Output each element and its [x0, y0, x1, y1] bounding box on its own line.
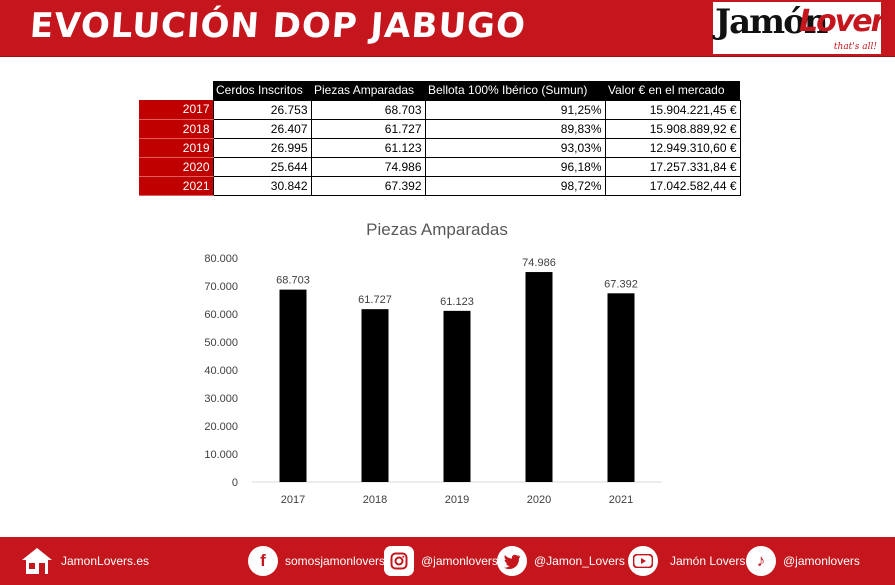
bar	[525, 272, 553, 482]
piezas-cell: 67.392	[310, 175, 426, 196]
footer-website-link[interactable]: JamonLovers.es	[20, 544, 149, 578]
footer-youtube-label: Jamón Lovers	[670, 554, 746, 568]
footer-twitter-label: @Jamon_Lovers	[534, 554, 625, 568]
bellota-cell: 96,18%	[424, 156, 606, 177]
valor-cell: 17.042.582,44 €	[604, 175, 741, 196]
table-row: 2021 30.842 67.392 98,72% 17.042.582,44 …	[139, 175, 741, 196]
footer-tiktok-link[interactable]: ♪ @jamonlovers	[746, 544, 860, 578]
tiktok-icon: ♪	[746, 546, 776, 576]
table-row: 2017 26.753 68.703 91,25% 15.904.221,45 …	[139, 99, 741, 120]
bar	[361, 309, 389, 482]
footer-youtube-link[interactable]: Jamón Lovers	[628, 544, 745, 578]
piezas-cell: 68.703	[310, 99, 426, 120]
cerdos-cell: 26.407	[212, 118, 312, 139]
logo-accent-text: Lovers	[799, 4, 895, 39]
data-table: Cerdos Inscritos Piezas Amparadas Bellot…	[139, 81, 741, 196]
valor-cell: 17.257.331,84 €	[604, 156, 741, 177]
footer-bar: JamonLovers.es f somosjamonlovers @jamon…	[0, 537, 895, 585]
bellota-cell: 91,25%	[424, 99, 606, 120]
valor-cell: 15.908.889,92 €	[604, 118, 741, 139]
x-tick-label: 2018	[363, 494, 387, 506]
y-tick-label: 60.000	[204, 309, 238, 321]
column-header: Bellota 100% Ibérico (Sumun)	[425, 81, 605, 100]
year-cell: 2018	[139, 119, 213, 139]
column-header: Valor € en el mercado	[605, 81, 740, 100]
piezas-cell: 74.986	[310, 156, 426, 177]
column-header: Piezas Amparadas	[311, 81, 425, 100]
valor-cell: 12.949.310,60 €	[604, 137, 741, 158]
bar	[279, 289, 307, 482]
column-header: Cerdos Inscritos	[213, 81, 311, 100]
twitter-icon	[497, 546, 527, 576]
piezas-cell: 61.123	[310, 137, 426, 158]
year-cell: 2017	[139, 100, 213, 120]
year-cell: 2020	[139, 157, 213, 177]
cerdos-cell: 26.753	[212, 99, 312, 120]
footer-instagram-link[interactable]: @jamonlovers	[384, 544, 498, 578]
header-banner: EVOLUCIÓN DOP JABUGO Jamón Lovers that's…	[0, 0, 895, 57]
footer-facebook-label: somosjamonlovers	[285, 554, 386, 568]
bar	[607, 293, 635, 482]
footer-twitter-link[interactable]: @Jamon_Lovers	[497, 544, 625, 578]
y-tick-label: 20.000	[204, 421, 238, 433]
y-tick-label: 30.000	[204, 393, 238, 405]
chart-svg: Piezas Amparadas 0 10.000 20.000 30.000 40.0…	[204, 220, 662, 506]
footer-instagram-label: @jamonlovers	[421, 554, 498, 568]
facebook-icon: f	[248, 546, 278, 576]
x-tick-label: 2019	[445, 494, 469, 506]
jamonlovers-logo[interactable]: Jamón Lovers that's all!	[713, 2, 895, 54]
footer-facebook-link[interactable]: f somosjamonlovers	[248, 544, 385, 578]
footer-website-label: JamonLovers.es	[61, 554, 150, 568]
table-row: 2018 26.407 61.727 89,83% 15.908.889,92 …	[139, 118, 741, 139]
y-tick-label: 10.000	[204, 449, 238, 461]
y-tick-label: 0	[232, 477, 238, 489]
bar-data-label: 74.986	[522, 257, 556, 269]
y-tick-label: 40.000	[204, 365, 238, 377]
y-tick-label: 50.000	[204, 337, 238, 349]
youtube-icon	[628, 546, 658, 576]
x-tick-label: 2020	[527, 494, 551, 506]
footer-tiktok-label: @jamonlovers	[783, 554, 860, 568]
logo-tagline: that's all!	[833, 42, 877, 52]
table-row: 2019 26.995 61.123 93,03% 12.949.310,60 …	[139, 137, 741, 158]
bar-data-label: 68.703	[276, 275, 310, 287]
bellota-cell: 89,83%	[424, 118, 606, 139]
year-cell: 2019	[139, 138, 213, 158]
cerdos-cell: 25.644	[212, 156, 312, 177]
chart-title: Piezas Amparadas	[366, 220, 508, 239]
table-header-blank	[139, 81, 213, 100]
bar-data-label: 61.727	[358, 294, 392, 306]
instagram-icon	[384, 546, 414, 576]
bar-data-label: 61.123	[440, 296, 474, 308]
bellota-cell: 98,72%	[424, 175, 606, 196]
house-icon	[20, 546, 54, 576]
bellota-cell: 93,03%	[424, 137, 606, 158]
table-header-row: Cerdos Inscritos Piezas Amparadas Bellot…	[139, 81, 740, 100]
bar-data-label: 67.392	[604, 278, 638, 290]
table-row: 2020 25.644 74.986 96,18% 17.257.331,84 …	[139, 156, 741, 177]
y-tick-label: 80.000	[204, 253, 238, 265]
cerdos-cell: 26.995	[212, 137, 312, 158]
valor-cell: 15.904.221,45 €	[604, 99, 741, 120]
logo-main-text: Jamón	[715, 2, 828, 42]
x-tick-label: 2017	[281, 494, 305, 506]
cerdos-cell: 30.842	[212, 175, 312, 196]
year-cell: 2021	[139, 176, 213, 196]
bar-chart: Piezas Amparadas 0 10.000 20.000 30.000 40.0…	[190, 212, 670, 521]
page-title: EVOLUCIÓN DOP JABUGO	[28, 6, 528, 46]
y-tick-label: 70.000	[204, 281, 238, 293]
bar	[443, 310, 471, 482]
piezas-cell: 61.727	[310, 118, 426, 139]
x-tick-label: 2021	[609, 494, 633, 506]
